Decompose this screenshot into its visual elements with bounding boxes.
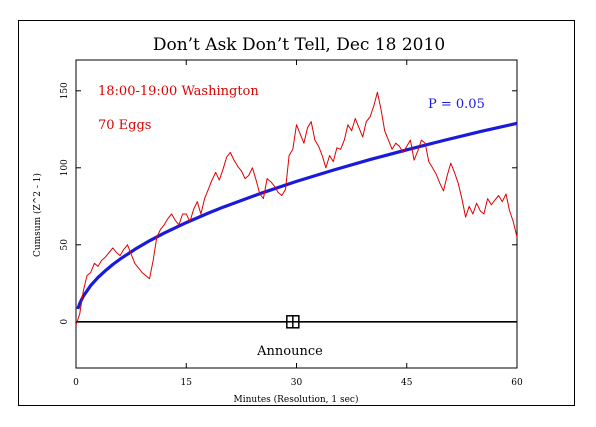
event-label: Announce [256, 344, 323, 359]
chart-title: Don’t Ask Don’t Tell, Dec 18 2010 [153, 35, 445, 55]
y-tick-label: 100 [60, 159, 70, 176]
significance-label: P = 0.05 [428, 97, 485, 112]
x-tick-label: 60 [511, 378, 523, 388]
egg-count-label: 70 Eggs [98, 118, 151, 133]
x-tick-label: 15 [181, 378, 193, 388]
x-axis: 0 15 30 45 60 [73, 60, 523, 388]
y-tick-label: 50 [60, 239, 70, 251]
x-tick-label: 45 [401, 378, 413, 388]
x-axis-label: Minutes (Resolution, 1 sec) [234, 394, 359, 405]
y-axis: 0 50 100 150 [60, 82, 517, 325]
significance-curve-line [76, 121, 518, 310]
y-tick-label: 150 [60, 82, 70, 99]
x-tick-label: 0 [73, 378, 79, 388]
event-marker-icon [286, 315, 300, 329]
chart-frame [18, 20, 575, 406]
y-tick-label: 0 [60, 319, 70, 325]
y-axis-label: Cumsum (Z^2 - 1) [32, 173, 43, 257]
x-tick-label: 30 [291, 378, 303, 388]
cumsum-series-line [75, 91, 518, 326]
time-window-label: 18:00-19:00 Washington [98, 84, 259, 99]
